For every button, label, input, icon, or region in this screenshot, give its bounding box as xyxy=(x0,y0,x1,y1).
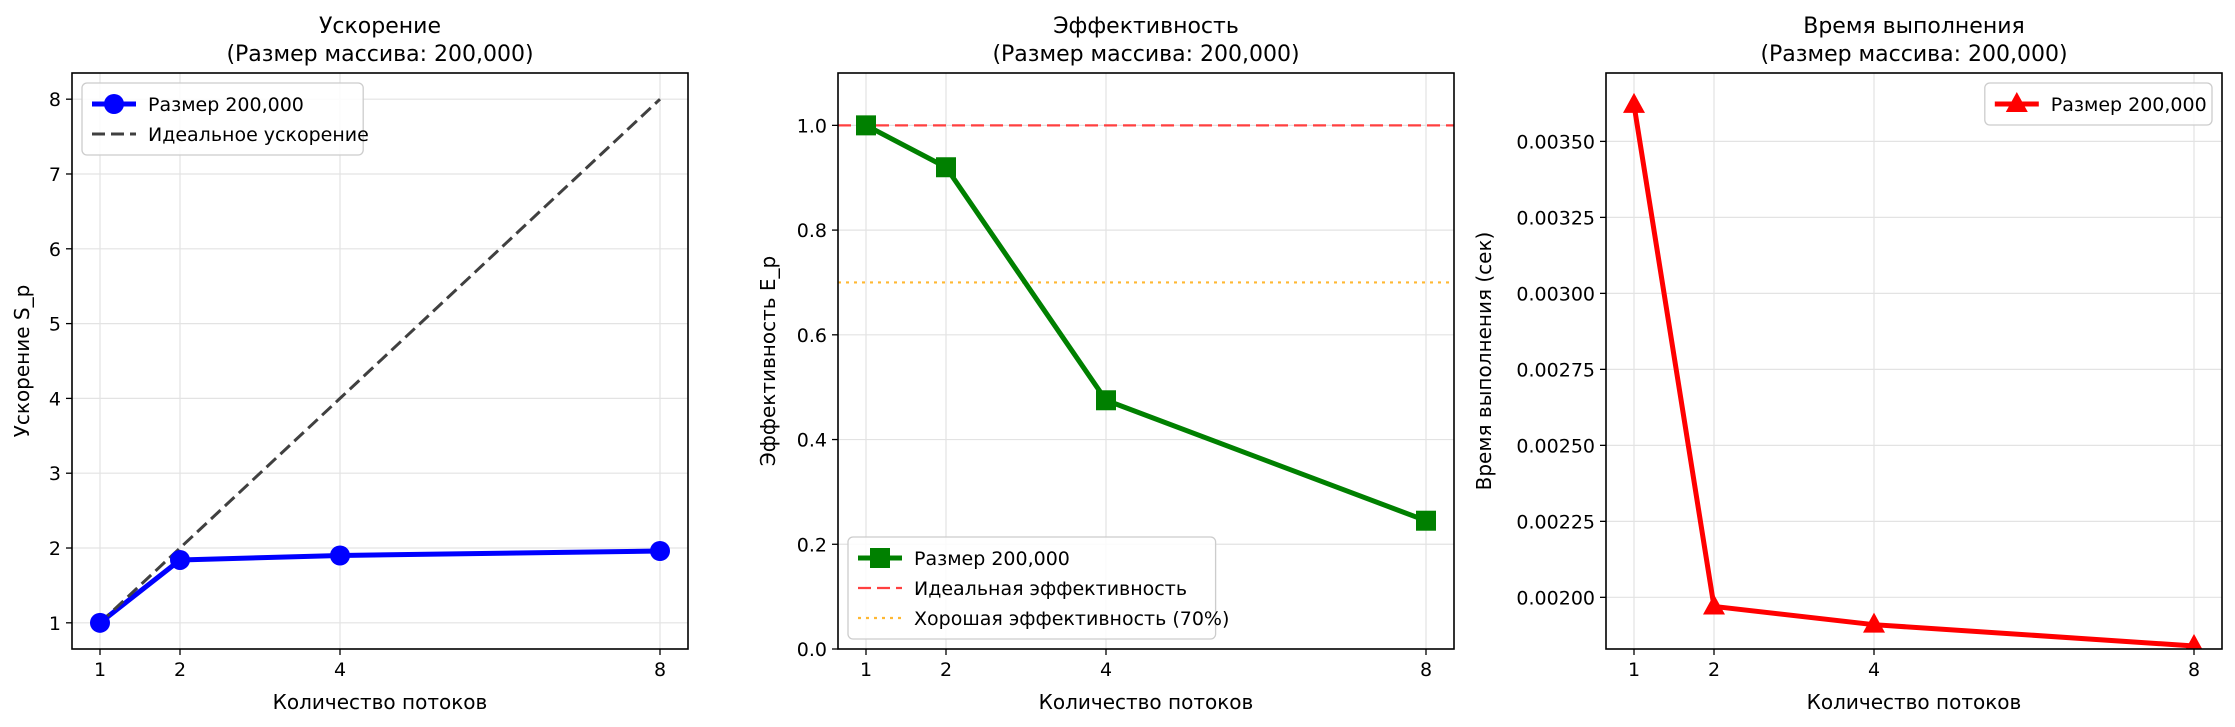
data-point xyxy=(1863,612,1885,633)
plot-frame xyxy=(1605,72,2223,650)
plot-frame xyxy=(837,72,1455,650)
plot-area xyxy=(90,98,670,633)
y-tick-label: 4 xyxy=(49,388,61,410)
data-point xyxy=(1623,92,1645,113)
chart-title: Эффективность xyxy=(1053,14,1239,39)
series-line xyxy=(98,98,662,624)
series-line xyxy=(864,123,1427,524)
legend-label: Хорошая эффективность (70%) xyxy=(914,608,1229,630)
legend-label: Размер 200,000 xyxy=(914,548,1070,570)
y-tick-label: 0.00350 xyxy=(1516,131,1595,153)
chart-panel-1: Ускорение(Размер массива: 200,000)1 2 4 812… xyxy=(10,14,689,714)
y-tick-label: 0.00250 xyxy=(1516,435,1595,457)
y-tick-label: 7 xyxy=(49,164,61,186)
x-axis-label: Количество потоков xyxy=(273,690,488,714)
y-tick-label: 0.2 xyxy=(797,534,827,556)
chart-subtitle: (Размер массива: 200,000) xyxy=(992,42,1299,67)
data-point xyxy=(2185,633,2203,649)
data-point xyxy=(1416,510,1436,531)
y-tick-label: 0.8 xyxy=(797,220,827,242)
series-line xyxy=(1631,104,2195,649)
data-point xyxy=(1703,594,1725,615)
data-point xyxy=(650,541,670,562)
y-tick-label: 6 xyxy=(49,239,61,261)
legend-marker xyxy=(870,548,890,568)
y-tick-label: 5 xyxy=(49,314,61,336)
x-tick-label: 8 xyxy=(2188,659,2200,681)
x-tick-label: 4 xyxy=(1868,659,1880,681)
y-tick-label: 0.00325 xyxy=(1516,207,1595,229)
y-tick-label: 1.0 xyxy=(797,115,827,137)
y-tick-label: 0.00275 xyxy=(1516,359,1595,381)
chart-panel-2: Эффективность (Размер массива: 200,000) 1 2… xyxy=(756,14,1455,714)
x-tick-label: 8 xyxy=(654,659,666,681)
data-point xyxy=(330,545,350,566)
y-tick-label: 8 xyxy=(49,89,61,111)
data-point xyxy=(90,612,110,633)
plot-area xyxy=(856,115,1436,531)
legend-marker xyxy=(104,94,124,114)
legend-box xyxy=(81,82,364,156)
y-tick-label: 0.00225 xyxy=(1516,511,1595,533)
y-axis-label: Ускорение S_p xyxy=(10,285,34,438)
x-tick-label: 4 xyxy=(334,659,346,681)
y-tick-label: 2 xyxy=(49,538,61,560)
x-tick-label: 2 xyxy=(1708,659,1720,681)
data-point xyxy=(170,549,190,570)
chart-title: Время выполнения xyxy=(1803,14,2025,39)
legend-label: Идеальное ускорение xyxy=(148,124,369,146)
legend: Размер 200,000 Идеальная эффективность Хор… xyxy=(847,536,1229,640)
data-point xyxy=(856,115,876,136)
x-axis-label: Количество потоков xyxy=(1039,690,1254,714)
x-tick-label: 1 xyxy=(1628,659,1640,681)
legend-label: Размер 200,000 xyxy=(148,94,304,116)
y-tick-label: 0.4 xyxy=(797,430,827,452)
x-tick-label: 2 xyxy=(940,659,952,681)
series-line xyxy=(98,548,661,625)
x-tick-label: 2 xyxy=(174,659,186,681)
chart-title: Ускорение xyxy=(319,14,441,39)
x-axis-label: Количество потоков xyxy=(1807,690,2022,714)
legend-marker xyxy=(2005,92,2028,112)
y-tick-label: 1 xyxy=(49,613,61,635)
y-tick-label: 0.00300 xyxy=(1516,283,1595,305)
x-tick-label: 4 xyxy=(1100,659,1112,681)
y-tick-label: 0.00200 xyxy=(1516,587,1595,609)
legend-box xyxy=(1984,82,2213,126)
y-tick-label: 0.0 xyxy=(797,639,827,661)
y-tick-label: 0.6 xyxy=(797,325,827,347)
legend-label: Идеальная эффективность xyxy=(914,578,1187,600)
y-tick-label: 3 xyxy=(49,463,61,485)
x-tick-label: 1 xyxy=(860,659,872,681)
chart-panel-3: Время выполнения (Размер массива: 200,000… xyxy=(1472,14,2223,714)
data-point xyxy=(1096,390,1116,411)
x-tick-label: 1 xyxy=(94,659,106,681)
chart-subtitle: (Размер массива: 200,000) xyxy=(1760,42,2067,67)
y-axis-label: Время выполнения (сек) xyxy=(1472,232,1496,491)
plot-area xyxy=(1623,92,2203,649)
legend-box xyxy=(847,536,1217,640)
y-axis-label: Эффективность E_p xyxy=(756,256,780,466)
legend: Размер 200,000 xyxy=(1984,82,2213,126)
chart-subtitle: (Размер массива: 200,000) xyxy=(226,42,533,67)
data-point xyxy=(936,157,956,178)
legend-label: Размер 200,000 xyxy=(2051,94,2207,116)
plot-frame xyxy=(71,72,689,650)
legend: Размер 200,000 Идеальное ускорение xyxy=(81,82,369,156)
x-tick-label: 8 xyxy=(1420,659,1432,681)
